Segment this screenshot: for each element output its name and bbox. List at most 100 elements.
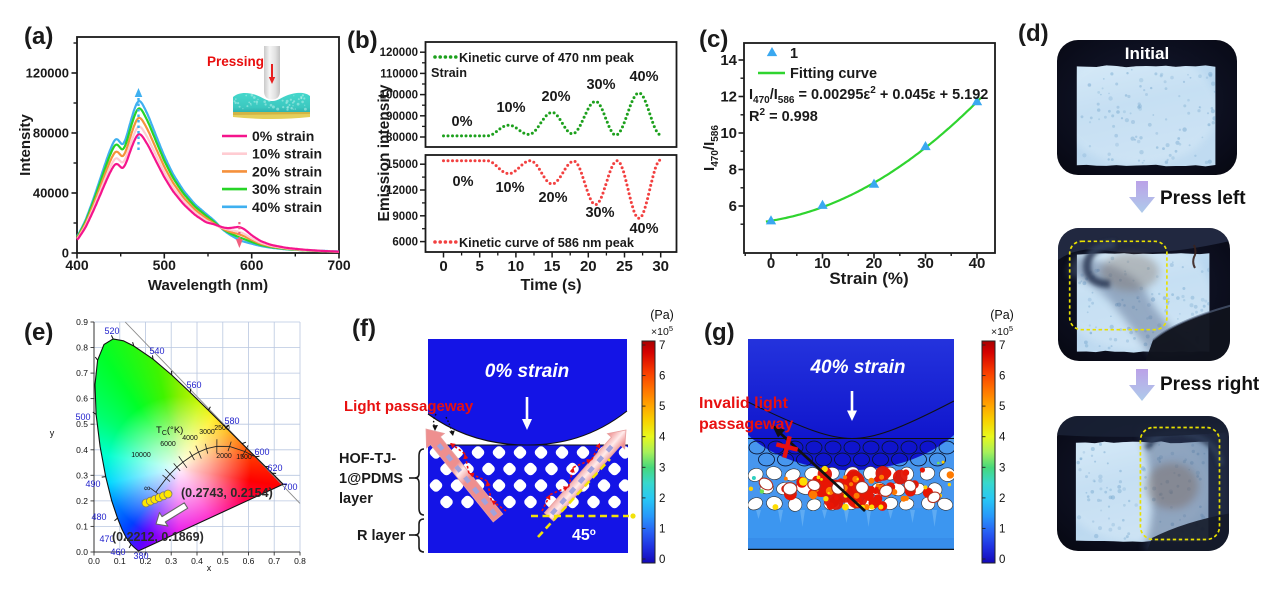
- svg-text:110000: 110000: [380, 68, 418, 80]
- svg-text:10000: 10000: [131, 452, 151, 459]
- svg-text:120000: 120000: [380, 47, 418, 59]
- svg-text:y: y: [50, 428, 55, 438]
- svg-text:14: 14: [720, 52, 737, 69]
- svg-text:30% strain: 30% strain: [252, 181, 322, 197]
- svg-text:9000: 9000: [392, 211, 418, 223]
- svg-text:(Pa): (Pa): [990, 308, 1014, 322]
- svg-text:0.3: 0.3: [76, 470, 88, 480]
- svg-text:(b): (b): [347, 27, 378, 54]
- svg-text:10%: 10%: [495, 180, 524, 196]
- svg-text:120000: 120000: [26, 66, 69, 81]
- svg-text:0%: 0%: [453, 174, 474, 190]
- svg-text:480: 480: [91, 512, 106, 522]
- svg-text:0.8: 0.8: [294, 556, 306, 566]
- svg-text:400: 400: [65, 257, 89, 273]
- svg-text:7: 7: [999, 340, 1005, 352]
- svg-text:20%: 20%: [541, 89, 570, 105]
- svg-text:10: 10: [814, 255, 831, 272]
- svg-text:Emission intensity: Emission intensity: [376, 84, 393, 221]
- svg-text:20% strain: 20% strain: [252, 163, 322, 179]
- svg-text:Light passageway: Light passageway: [344, 398, 474, 415]
- svg-text:0.6: 0.6: [243, 556, 255, 566]
- svg-text:0: 0: [999, 554, 1005, 566]
- svg-text:500: 500: [75, 412, 90, 422]
- svg-text:700: 700: [282, 482, 297, 492]
- svg-text:40% strain: 40% strain: [252, 199, 322, 215]
- svg-text:490: 490: [85, 479, 100, 489]
- svg-text:80000: 80000: [386, 132, 418, 144]
- svg-text:80000: 80000: [33, 126, 69, 141]
- svg-text:40%: 40%: [629, 221, 658, 237]
- svg-text:100000: 100000: [380, 90, 418, 102]
- svg-text:5: 5: [476, 258, 484, 275]
- svg-text:580: 580: [224, 416, 239, 426]
- svg-text:1@PDMS: 1@PDMS: [339, 471, 403, 487]
- svg-text:HOF-TJ-: HOF-TJ-: [339, 451, 396, 467]
- svg-text:(0.2743, 0.2154): (0.2743, 0.2154): [181, 486, 273, 500]
- svg-text:TC(°K): TC(°K): [156, 425, 183, 437]
- svg-text:12000: 12000: [386, 185, 418, 197]
- svg-text:Pressing: Pressing: [207, 54, 264, 69]
- svg-text:passageway: passageway: [700, 416, 793, 433]
- svg-text:6000: 6000: [160, 441, 176, 448]
- svg-text:620: 620: [267, 463, 282, 473]
- svg-text:1: 1: [659, 523, 665, 535]
- svg-text:0.0: 0.0: [76, 547, 88, 557]
- svg-text:(c): (c): [699, 26, 728, 53]
- svg-text:2500: 2500: [214, 425, 230, 432]
- svg-text:0.4: 0.4: [191, 556, 203, 566]
- svg-text:20: 20: [866, 255, 883, 272]
- svg-text:I470/I586 = 0.00295ε2 + 0.045ε: I470/I586 = 0.00295ε2 + 0.045ε + 5.192: [749, 85, 988, 106]
- svg-text:0.8: 0.8: [76, 343, 88, 353]
- svg-text:5: 5: [659, 401, 665, 413]
- svg-text:10%: 10%: [496, 100, 525, 116]
- svg-text:1: 1: [790, 46, 798, 62]
- svg-text:2: 2: [659, 493, 665, 505]
- svg-text:3: 3: [659, 462, 665, 474]
- svg-text:(0.2212, 0.1869): (0.2212, 0.1869): [112, 530, 204, 544]
- svg-text:10: 10: [720, 125, 737, 142]
- svg-text:Intensity: Intensity: [17, 114, 34, 176]
- svg-text:600: 600: [254, 447, 269, 457]
- svg-text:Time (s): Time (s): [520, 277, 581, 294]
- svg-text:20: 20: [580, 258, 597, 275]
- svg-text:380: 380: [133, 551, 148, 561]
- svg-text:0: 0: [659, 554, 665, 566]
- svg-text:40%: 40%: [629, 69, 658, 85]
- svg-text:×105: ×105: [991, 324, 1013, 338]
- svg-text:7: 7: [659, 340, 665, 352]
- svg-text:500: 500: [153, 257, 177, 273]
- svg-text:(Pa): (Pa): [650, 308, 674, 322]
- svg-text:10: 10: [508, 258, 525, 275]
- svg-text:8: 8: [729, 162, 737, 179]
- svg-text:layer: layer: [339, 491, 373, 507]
- svg-text:0: 0: [62, 246, 69, 261]
- svg-text:700: 700: [327, 257, 351, 273]
- svg-text:0.9: 0.9: [76, 317, 88, 327]
- svg-text:R layer: R layer: [357, 528, 406, 544]
- svg-text:15: 15: [544, 258, 561, 275]
- svg-text:(a): (a): [24, 23, 53, 50]
- svg-text:30: 30: [917, 255, 934, 272]
- svg-text:460: 460: [110, 547, 125, 557]
- svg-text:0.0: 0.0: [88, 556, 100, 566]
- svg-text:Fitting curve: Fitting curve: [790, 66, 877, 82]
- svg-text:0.1: 0.1: [76, 521, 88, 531]
- svg-text:10% strain: 10% strain: [252, 146, 322, 162]
- svg-text:0.7: 0.7: [268, 556, 280, 566]
- svg-text:Wavelength (nm): Wavelength (nm): [148, 277, 268, 294]
- svg-text:6: 6: [729, 198, 737, 215]
- svg-text:6000: 6000: [392, 237, 418, 249]
- svg-text:6: 6: [999, 371, 1005, 383]
- svg-text:0.1: 0.1: [114, 556, 126, 566]
- svg-text:1: 1: [999, 523, 1005, 535]
- svg-text:0% strain: 0% strain: [252, 128, 314, 144]
- svg-text:0% strain: 0% strain: [485, 361, 569, 382]
- svg-text:40: 40: [969, 255, 986, 272]
- svg-text:3000: 3000: [199, 429, 215, 436]
- svg-text:(e): (e): [24, 319, 53, 346]
- svg-text:2: 2: [999, 493, 1005, 505]
- svg-text:4: 4: [659, 432, 666, 444]
- svg-text:0: 0: [439, 258, 447, 275]
- svg-text:Strain: Strain: [431, 66, 467, 80]
